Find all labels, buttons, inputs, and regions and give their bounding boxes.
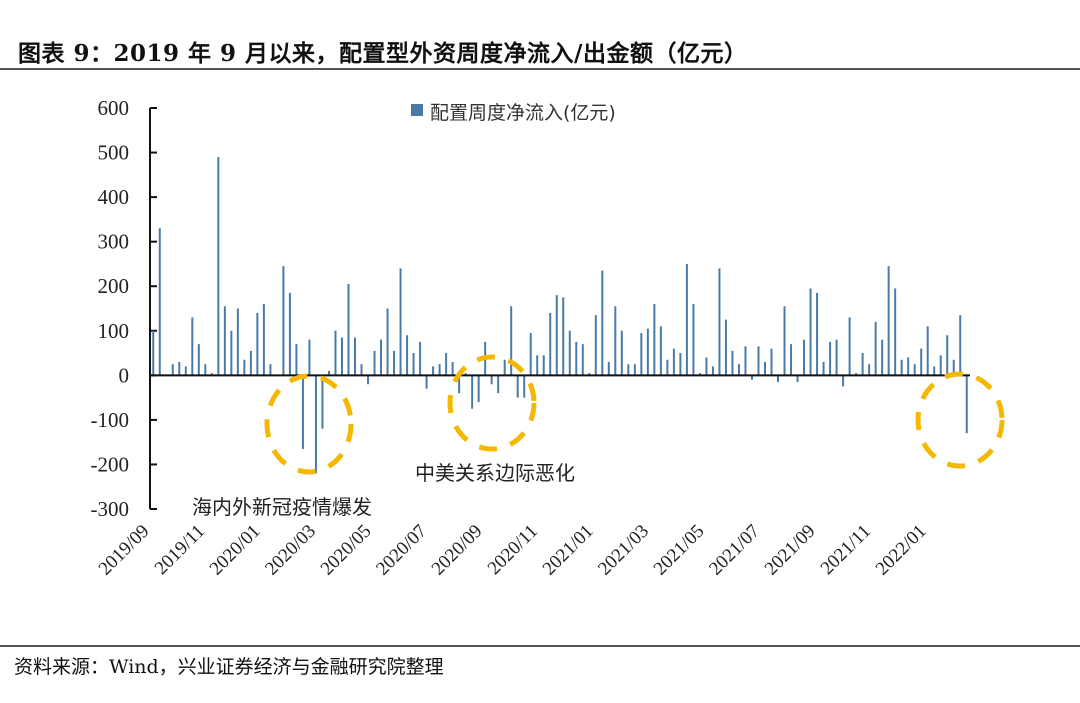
x-tick-label: 2021/07 xyxy=(705,521,764,580)
x-tick-label: 2020/07 xyxy=(372,521,431,580)
y-tick-label: -300 xyxy=(91,497,130,521)
title-divider xyxy=(0,68,1080,70)
x-tick-label: 2020/11 xyxy=(484,521,542,579)
x-tick-label: 2019/09 xyxy=(95,521,154,580)
x-tick-label: 2021/05 xyxy=(650,521,709,580)
y-tick-label: 500 xyxy=(98,141,130,165)
legend-swatch xyxy=(411,104,423,116)
y-tick-label: 400 xyxy=(98,185,130,209)
y-tick-label: 300 xyxy=(98,230,130,254)
legend-label: 配置周度净流入(亿元) xyxy=(430,102,616,124)
x-tick-label: 2021/11 xyxy=(817,521,875,579)
x-tick-label: 2021/09 xyxy=(761,521,820,580)
x-tick-label: 2019/11 xyxy=(151,521,209,579)
x-tick-label: 2020/05 xyxy=(317,521,376,580)
x-tick-label: 2021/03 xyxy=(594,521,653,580)
x-tick-label: 2021/01 xyxy=(539,521,598,580)
y-tick-label: -200 xyxy=(91,452,130,476)
y-tick-label: 100 xyxy=(98,319,130,343)
bar-series xyxy=(152,157,968,474)
y-tick-label: 600 xyxy=(98,96,130,120)
x-tick-label: 2022/01 xyxy=(872,521,931,580)
figure-title: 图表 9：2019 年 9 月以来，配置型外资周度净流入/出金额（亿元） xyxy=(18,40,748,67)
y-tick-label: -100 xyxy=(91,408,130,432)
x-tick-label: 2020/09 xyxy=(428,521,487,580)
legend: 配置周度净流入(亿元) xyxy=(411,102,616,124)
highlight-circle-covid xyxy=(264,373,354,475)
annotation-sino-us: 中美关系边际恶化 xyxy=(415,461,575,485)
y-tick-label: 200 xyxy=(98,274,130,298)
y-tick-label: 0 xyxy=(119,363,130,387)
highlight-circles xyxy=(264,354,1005,475)
footer-divider xyxy=(0,645,1080,647)
source-note: 资料来源：Wind，兴业证券经济与金融研究院整理 xyxy=(14,656,444,678)
highlight-circle-sino-us xyxy=(447,354,537,452)
x-tick-label: 2020/03 xyxy=(261,521,320,580)
x-tick-label: 2020/01 xyxy=(206,521,265,580)
y-axis: 600 500 400 300 200 100 0 -100 -200 -300 xyxy=(91,96,157,521)
highlight-circle-latest xyxy=(915,371,1005,469)
annotation-covid: 海内外新冠疫情爆发 xyxy=(192,495,372,519)
